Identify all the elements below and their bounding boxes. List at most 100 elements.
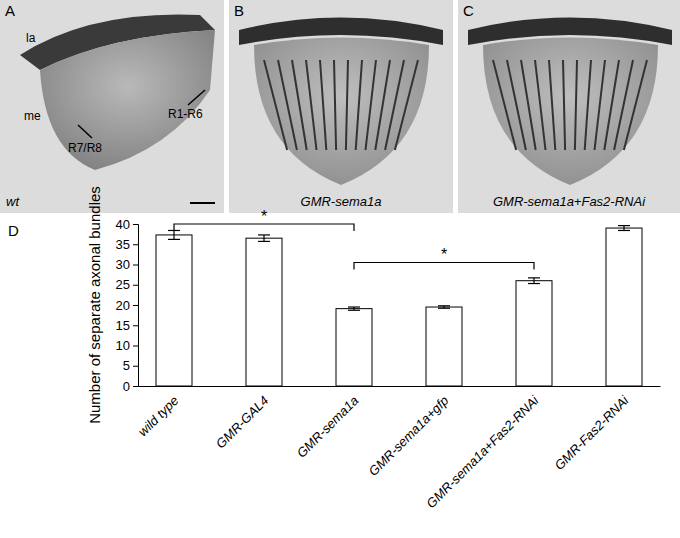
tick: GMR-sema1a+gfp bbox=[365, 393, 451, 479]
bar bbox=[426, 307, 462, 386]
axis-line bbox=[133, 225, 139, 387]
medulla bbox=[254, 38, 429, 186]
axon-bundle bbox=[549, 60, 555, 150]
tick-label: GMR-GAL4 bbox=[213, 393, 272, 452]
panel-background bbox=[229, 0, 453, 213]
tick: 10 bbox=[116, 338, 138, 353]
tick-mark bbox=[133, 244, 138, 245]
axon-bundle bbox=[585, 60, 591, 150]
significance-bracket bbox=[174, 224, 354, 231]
axon-bundle bbox=[575, 60, 577, 150]
error-bar bbox=[258, 235, 270, 241]
axon-bundle bbox=[334, 60, 336, 150]
error-bar bbox=[168, 230, 180, 239]
plot-area bbox=[156, 226, 642, 386]
error-bar bbox=[438, 306, 450, 308]
tick: 0 bbox=[123, 379, 138, 394]
tick: wild type bbox=[135, 393, 181, 439]
y-axis: 0 5 10 15 20 25 30 35 40 bbox=[116, 217, 139, 394]
tick-mark bbox=[133, 325, 138, 326]
scale-bar bbox=[190, 202, 215, 204]
tick-label: GMR-sema1a+Fas2-RNAi bbox=[423, 392, 542, 511]
image-panel: AwtlameR1-R6R7/R8 bbox=[0, 0, 224, 213]
tick-label: 20 bbox=[116, 298, 130, 313]
tick-mark bbox=[133, 366, 138, 367]
tick-label: 40 bbox=[116, 217, 130, 232]
axon-bundle bbox=[306, 60, 317, 150]
tick: 40 bbox=[116, 217, 138, 232]
tick-mark bbox=[133, 265, 138, 266]
axis-line bbox=[139, 386, 661, 387]
axon-bundle bbox=[614, 60, 633, 150]
error-bar bbox=[348, 307, 360, 310]
axon-bundle bbox=[563, 60, 565, 150]
error-bar bbox=[618, 226, 630, 231]
significance-bracket bbox=[354, 262, 534, 269]
panel-background bbox=[458, 0, 680, 213]
tick: 5 bbox=[123, 358, 138, 373]
tick-mark bbox=[133, 285, 138, 286]
tick-mark bbox=[133, 224, 138, 225]
tick-label: GMR-Fas2-RNAi bbox=[551, 392, 632, 473]
tick-label: 5 bbox=[123, 358, 130, 373]
medulla bbox=[483, 38, 658, 186]
axon-bundle bbox=[624, 60, 647, 150]
tick-label: 35 bbox=[116, 237, 130, 252]
axon-bundle bbox=[320, 60, 326, 150]
image-panel: C GMR-sema1a+Fas2-RNAi bbox=[458, 0, 680, 213]
tick-mark bbox=[133, 305, 138, 306]
bar bbox=[516, 281, 552, 386]
bar bbox=[246, 238, 282, 386]
tick-label: 30 bbox=[116, 257, 130, 272]
panel-label: A bbox=[5, 2, 15, 19]
image-panel: B GMR-sema1a bbox=[229, 0, 453, 213]
panel-annotation: la bbox=[26, 31, 36, 45]
axon-bundle bbox=[595, 60, 606, 150]
tick-label: 0 bbox=[123, 379, 130, 394]
x-axis: wild type GMR-GAL4 GMR-sema1aGMR-sema1a+gf… bbox=[135, 387, 660, 511]
panel-label: D bbox=[8, 222, 19, 239]
tick-label: 10 bbox=[116, 338, 130, 353]
panel-background bbox=[0, 0, 224, 213]
panel-annotation: R1-R6 bbox=[168, 107, 203, 121]
error-bar bbox=[528, 278, 540, 284]
tick: 15 bbox=[116, 318, 138, 333]
tick: 35 bbox=[116, 237, 138, 252]
tick-label: GMR-sema1a bbox=[294, 393, 362, 461]
axon-bundle bbox=[356, 60, 362, 150]
axon-bundle bbox=[292, 60, 307, 150]
panel-annotation: me bbox=[24, 109, 41, 123]
tick: 20 bbox=[116, 298, 138, 313]
axon-bundle bbox=[366, 60, 377, 150]
panel-caption: GMR-sema1a bbox=[301, 194, 382, 209]
tick-label: 25 bbox=[116, 277, 130, 292]
axon-bundle bbox=[264, 60, 287, 150]
tick-mark bbox=[133, 346, 138, 347]
arrow bbox=[78, 125, 92, 138]
tick-label: 15 bbox=[116, 318, 130, 333]
tick: GMR-sema1a bbox=[294, 393, 362, 461]
bar bbox=[156, 235, 192, 386]
tick-mark bbox=[133, 386, 138, 387]
panel-label: B bbox=[234, 2, 244, 19]
tick: 25 bbox=[116, 277, 138, 292]
panel-caption: wt bbox=[6, 194, 20, 209]
significance-label: * bbox=[441, 246, 447, 263]
bar bbox=[606, 228, 642, 386]
bar bbox=[336, 309, 372, 386]
figure: AwtlameR1-R6R7/R8BGMR-sema1aCGMR-sema1a+… bbox=[0, 0, 680, 538]
tick-label: GMR-sema1a+gfp bbox=[365, 393, 451, 479]
axon-bundle bbox=[521, 60, 536, 150]
axon-bundle bbox=[535, 60, 546, 150]
panel-label: C bbox=[463, 2, 474, 19]
axon-bundle bbox=[395, 60, 418, 150]
medulla bbox=[40, 30, 215, 170]
axon-bundle bbox=[385, 60, 404, 150]
significance-label: * bbox=[261, 208, 267, 225]
tick-label: wild type bbox=[135, 393, 181, 439]
panel-caption: GMR-sema1a+Fas2-RNAi bbox=[493, 194, 646, 209]
tick: GMR-sema1a+Fas2-RNAi bbox=[423, 392, 542, 511]
arrow bbox=[188, 90, 205, 105]
tick: GMR-Fas2-RNAi bbox=[551, 392, 632, 473]
tick: 30 bbox=[116, 257, 138, 272]
